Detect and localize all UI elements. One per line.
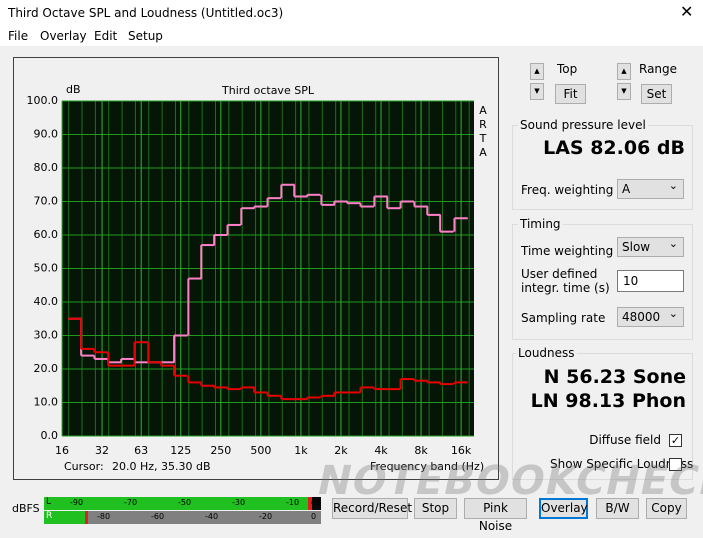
cursor-value: 20.0 Hz, 35.30 dB: [112, 460, 211, 473]
integr-input[interactable]: 10: [617, 270, 684, 292]
meter-l: [44, 497, 321, 510]
plot-panel: dB Third octave SPL ARTA Cursor: 20.0 Hz…: [13, 57, 499, 480]
x-tick-label: 250: [210, 444, 231, 457]
window-title: Third Octave SPL and Loudness (Untitled.…: [8, 6, 284, 20]
top-label: Top: [557, 62, 578, 76]
loudness-ln: LN 98.13 Phon: [530, 390, 686, 412]
close-button[interactable]: ✕: [680, 2, 694, 21]
y-tick-label: 0.0: [41, 429, 59, 442]
loudness-n: N 56.23 Sone: [543, 366, 686, 388]
field-label: Time weighting: [521, 244, 614, 258]
title-bar: [0, 0, 703, 26]
menu-item[interactable]: Edit: [94, 29, 118, 43]
x-tick-label: 16k: [451, 444, 472, 457]
x-tick-label: 2k: [334, 444, 348, 457]
y-tick-label: 70.0: [34, 195, 59, 208]
meter-scale: -90: [70, 498, 84, 507]
spin-down[interactable]: ▼: [530, 83, 544, 100]
meter-scale: -80: [97, 512, 111, 521]
meter-scale: -20: [259, 512, 273, 521]
y-tick-label: 40.0: [34, 295, 59, 308]
meter-scale: -30: [232, 498, 246, 507]
diffuse-checkbox[interactable]: ✓: [669, 434, 682, 447]
field-label: User defined: [521, 267, 598, 281]
meter-r: [44, 511, 321, 524]
spl-reading: LAS 82.06 dB: [543, 137, 685, 159]
checkbox-label: Show Specific Loudness: [550, 457, 694, 471]
meter-scale: -60: [151, 512, 165, 521]
y-unit: dB: [66, 83, 81, 96]
y-tick-label: 50.0: [34, 262, 59, 275]
y-tick-label: 30.0: [34, 329, 59, 342]
x-tick-label: 500: [250, 444, 271, 457]
side-label: ARTA: [477, 104, 490, 160]
field-label: Freq. weighting: [521, 183, 614, 197]
y-tick-label: 80.0: [34, 161, 59, 174]
y-tick-label: 10.0: [34, 396, 59, 409]
freq-weighting-select[interactable]: A: [617, 177, 684, 199]
specific-checkbox[interactable]: [669, 458, 682, 471]
menu-bar: [0, 26, 703, 46]
spin-down[interactable]: ▼: [617, 83, 631, 100]
x-tick-label: 63: [134, 444, 148, 457]
meter-scale: -40: [205, 512, 219, 521]
record-button[interactable]: Record/Reset: [332, 498, 412, 519]
x-tick-label: 32: [95, 444, 109, 457]
pink-noise-button[interactable]: Pink Noise: [464, 498, 527, 533]
meter-scale: -10: [286, 498, 300, 507]
channel-label: L: [46, 497, 52, 507]
y-tick-label: 20.0: [34, 362, 59, 375]
group-label: Timing: [518, 217, 563, 231]
set-button[interactable]: Set: [641, 84, 672, 104]
spin-up[interactable]: ▲: [617, 63, 631, 80]
field-label: integr. time (s): [521, 281, 610, 295]
menu-item[interactable]: File: [8, 29, 29, 43]
field-label: Sampling rate: [521, 311, 606, 325]
x-tick-label: 125: [170, 444, 191, 457]
meter-scale: -50: [178, 498, 192, 507]
y-tick-label: 90.0: [34, 128, 59, 141]
menu-item[interactable]: Setup: [128, 29, 163, 43]
x-tick-label: 1k: [294, 444, 308, 457]
cursor-label: Cursor:: [64, 460, 104, 473]
x-tick-label: 8k: [414, 444, 428, 457]
range-label: Range: [639, 62, 678, 76]
copy-button[interactable]: Copy: [646, 498, 687, 519]
x-axis-label: Frequency band (Hz): [370, 460, 484, 473]
bw-button[interactable]: B/W: [596, 498, 639, 519]
channel-label: R: [46, 511, 53, 521]
overlay-button[interactable]: Overlay: [539, 498, 588, 519]
loudness-group: [512, 353, 693, 480]
x-tick-label: 16: [55, 444, 69, 457]
group-label: Sound pressure level: [518, 118, 648, 132]
checkbox-label: Diffuse field: [589, 433, 661, 447]
y-tick-label: 60.0: [34, 228, 59, 241]
y-tick-label: 100.0: [27, 94, 59, 107]
meter-label: dBFS: [12, 502, 40, 515]
meter-scale: dB: [311, 498, 322, 507]
menu-item[interactable]: Overlay: [40, 29, 87, 43]
plot-title: Third octave SPL: [221, 84, 315, 97]
spin-up[interactable]: ▲: [530, 63, 544, 80]
stop-button[interactable]: Stop: [414, 498, 457, 519]
x-tick-label: 4k: [374, 444, 388, 457]
meter-scale: -70: [124, 498, 138, 507]
sampling-select[interactable]: 48000: [617, 305, 684, 327]
fit-button[interactable]: Fit: [555, 84, 586, 104]
time-weighting-select[interactable]: Slow: [617, 235, 684, 257]
timing-group: [512, 224, 693, 340]
group-label: Loudness: [516, 346, 577, 360]
meter-scale: 0: [311, 512, 317, 521]
